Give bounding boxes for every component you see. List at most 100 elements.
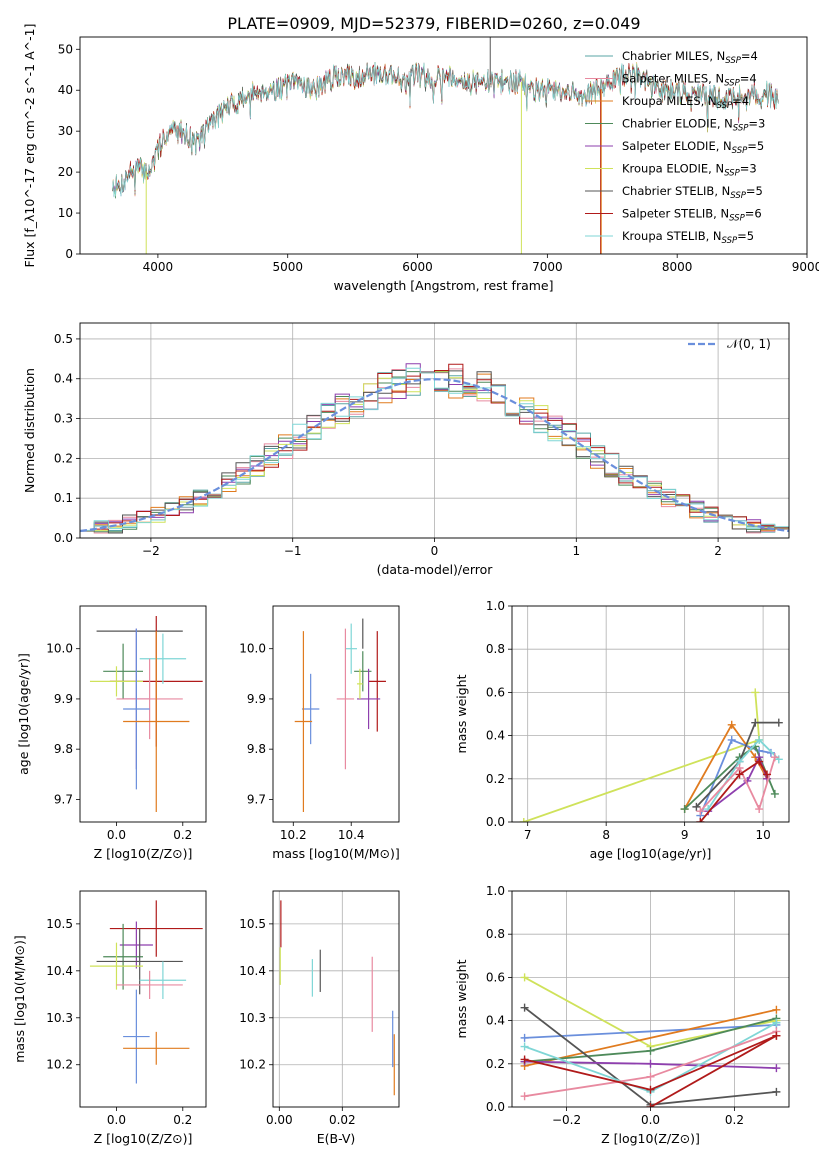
y-tick-label: 10.4	[239, 964, 266, 978]
legend-label-subscript: SSP	[724, 79, 740, 89]
legend-label-value: =3	[748, 117, 765, 131]
y-tick-label: 9.7	[247, 792, 266, 806]
y-tick-label: 0.0	[486, 1100, 505, 1114]
histogram-series	[80, 367, 789, 531]
legend-label: Chabrier MILES, NSSP=4	[622, 49, 758, 66]
y-tick-label: 0.2	[486, 772, 505, 786]
y-tick-label: 0.4	[54, 372, 73, 386]
x-axis-label: age [log10(age/yr)]	[590, 846, 712, 861]
y-tick-label: 0.6	[486, 685, 505, 699]
y-tick-label: 20	[58, 165, 73, 179]
mass-weight-series	[524, 1008, 777, 1067]
spectrum-panel: 4000 5000 6000 7000 8000 9000 0 10 20 30 40 50 wavel…	[22, 24, 819, 293]
legend-label: Chabrier STELIB, NSSP=5	[622, 184, 763, 201]
axes-frame	[272, 605, 400, 823]
mass-weight-series	[699, 760, 768, 822]
y-tick-label: 40	[58, 83, 73, 97]
mass-weight-marker	[646, 1103, 655, 1107]
spectrum-series	[112, 62, 779, 198]
legend-label: Kroupa ELODIE, NSSP=3	[622, 162, 757, 179]
y-tick-label: 0.5	[54, 332, 73, 346]
gaussian-curve	[80, 378, 789, 533]
y-tick-label: 0.8	[486, 642, 505, 656]
mass-weight-marker	[770, 789, 779, 798]
mass-weight-marker	[520, 1003, 529, 1012]
legend-label-value: =4	[741, 49, 758, 63]
mass-weight-marker	[772, 1031, 781, 1040]
legend-label: Salpeter MILES, NSSP=4	[622, 72, 757, 89]
x-axis-label: Z [log10(Z/Z⊙)]	[601, 1131, 700, 1146]
x-tick-label: 10.2	[280, 828, 307, 842]
y-tick-label: 0	[65, 247, 73, 261]
legend-label-subscript: SSP	[724, 169, 740, 179]
x-tick-label: 8	[602, 828, 610, 842]
mass-weight-marker	[680, 805, 689, 814]
legend-label: 𝒩(0, 1)	[727, 337, 771, 351]
legend-label: Kroupa STELIB, NSSP=5	[622, 229, 754, 246]
x-axis-label: wavelength [Angstrom, rest frame]	[333, 278, 553, 293]
y-tick-label: 0.1	[54, 491, 73, 505]
mass-weight-marker	[519, 818, 528, 822]
legend-label-value: =4	[740, 72, 757, 86]
legend-label-main: Chabrier MILES, N	[622, 49, 725, 63]
y-tick-label: 0.3	[54, 412, 73, 426]
legend-label-subscript: SSP	[730, 191, 746, 201]
x-axis-label: Z [log10(Z/Z⊙)]	[94, 1131, 193, 1146]
x-tick-label: 1	[572, 544, 580, 558]
y-tick-label: 0.2	[486, 1057, 505, 1071]
x-tick-label: 0.2	[173, 828, 192, 842]
x-tick-label: 7	[524, 828, 532, 842]
legend-label-main: Salpeter ELODIE, N	[622, 139, 732, 153]
mass-weight-marker	[772, 1018, 781, 1027]
y-tick-label: 0.4	[486, 1014, 505, 1028]
y-tick-label: 0.8	[486, 927, 505, 941]
y-tick-label: 10.4	[46, 964, 73, 978]
mass-weight-series	[699, 756, 776, 812]
figure-title: PLATE=0909, MJD=52379, FIBERID=0260, z=0…	[227, 14, 640, 33]
mass-weight-marker	[772, 1087, 781, 1096]
y-tick-label: 0.0	[486, 815, 505, 829]
mass-weight-marker	[727, 720, 736, 729]
y-tick-label: 10.2	[239, 1058, 266, 1072]
legend-label: Salpeter ELODIE, NSSP=5	[622, 139, 764, 156]
mass-weight-series	[695, 721, 779, 808]
legend-label-subscript: SSP	[725, 56, 741, 66]
axes-frame	[79, 605, 207, 823]
mass-weight-marker	[735, 770, 744, 779]
legend-label-value: =5	[746, 184, 763, 198]
x-tick-label: 0.02	[329, 1113, 356, 1127]
axes-frame	[79, 36, 808, 255]
mass-weight-series	[683, 723, 768, 810]
mass-weight-marker	[646, 1046, 655, 1055]
mass-weight-series	[524, 1024, 777, 1039]
legend-label-main: Chabrier ELODIE, N	[622, 117, 733, 131]
y-tick-label: 9.9	[54, 692, 73, 706]
y-tick-label: 50	[58, 42, 73, 56]
y-axis-label: Normed distribution	[22, 368, 37, 493]
mass-vs-EBV-panel: 0.00 0.02 10.2 10.3 10.4 10.5 E(B-V)	[239, 890, 400, 1146]
x-tick-label: 0.0	[641, 1113, 660, 1127]
x-tick-label: 0.2	[173, 1113, 192, 1127]
x-tick-label: 5000	[272, 260, 303, 274]
y-tick-label: 9.7	[54, 792, 73, 806]
y-tick-label: 0.0	[54, 531, 73, 545]
x-tick-label: −2	[142, 544, 160, 558]
residuals-panel: −2 −1 0 1 2 0.0 0.1 0.2 0.3 0.4 0.5 (data-model)/er…	[22, 322, 790, 577]
legend-label: Salpeter STELIB, NSSP=6	[622, 207, 762, 224]
y-axis-label: Flux [f_λ10^-17 erg cm^-2 s^-1 A^-1]	[22, 24, 37, 268]
x-tick-label: 0	[431, 544, 439, 558]
mass-weight-marker	[646, 1072, 655, 1081]
axes-frame	[272, 890, 400, 1108]
legend-label-value: =4	[732, 94, 749, 108]
mass-weight-marker	[696, 818, 705, 822]
y-tick-label: 1.0	[486, 599, 505, 613]
legend-label: Chabrier ELODIE, NSSP=3	[622, 117, 765, 134]
mass-weight-marker	[755, 757, 764, 766]
mass-weight-marker	[520, 1033, 529, 1042]
legend-label-subscript: SSP	[732, 146, 748, 156]
legend-label-main: Salpeter MILES, N	[622, 72, 724, 86]
mass-weight-marker	[763, 770, 772, 779]
legend-label-main: Chabrier STELIB, N	[622, 184, 730, 198]
legend-label-main: Salpeter STELIB, N	[622, 207, 729, 221]
